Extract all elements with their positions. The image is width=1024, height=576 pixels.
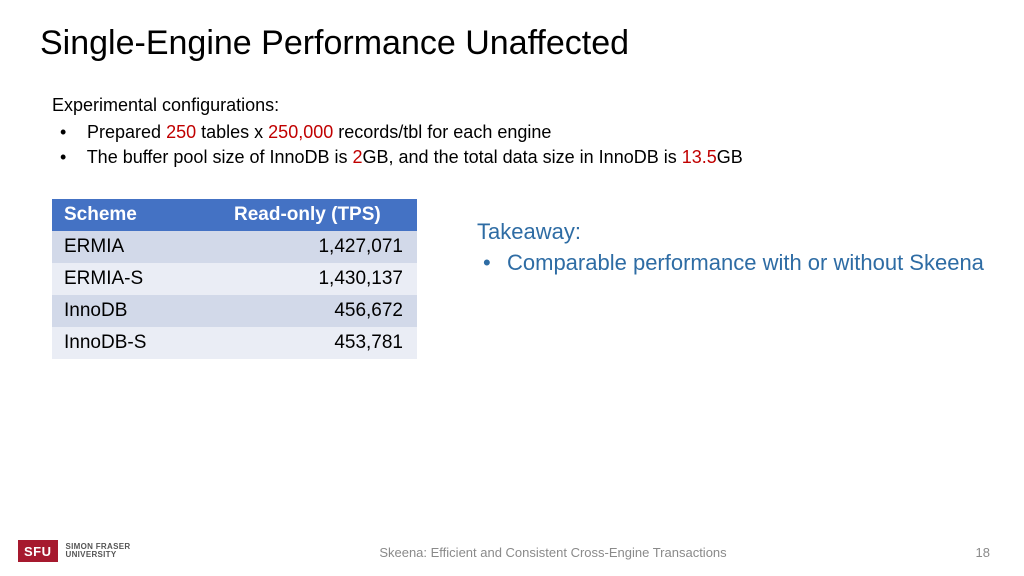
table-row: ERMIA 1,427,071 bbox=[52, 231, 417, 263]
highlight-value: 13.5 bbox=[682, 147, 717, 167]
table-row: InnoDB-S 453,781 bbox=[52, 327, 417, 359]
takeaway: Takeaway: Comparable performance with or… bbox=[477, 199, 984, 359]
slide-footer: SFU SIMON FRASER UNIVERSITY Skeena: Effi… bbox=[0, 530, 1024, 562]
cell-scheme: ERMIA bbox=[52, 231, 222, 263]
highlight-value: 2 bbox=[353, 147, 363, 167]
col-header-scheme: Scheme bbox=[52, 199, 222, 231]
takeaway-item: Comparable performance with or without S… bbox=[477, 248, 984, 278]
col-header-tps: Read-only (TPS) bbox=[222, 199, 417, 231]
cell-tps: 1,430,137 bbox=[222, 263, 417, 295]
config-list: Prepared 250 tables x 250,000 records/tb… bbox=[52, 120, 1024, 170]
config-item-2: The buffer pool size of InnoDB is 2GB, a… bbox=[56, 145, 1024, 170]
slide-title: Single-Engine Performance Unaffected bbox=[0, 0, 1024, 63]
sfu-logo-mark-icon: SFU bbox=[18, 540, 58, 562]
table-header-row: Scheme Read-only (TPS) bbox=[52, 199, 417, 231]
table-row: ERMIA-S 1,430,137 bbox=[52, 263, 417, 295]
cell-tps: 1,427,071 bbox=[222, 231, 417, 263]
cell-scheme: ERMIA-S bbox=[52, 263, 222, 295]
config-item-1: Prepared 250 tables x 250,000 records/tb… bbox=[56, 120, 1024, 145]
sfu-logo: SFU SIMON FRASER UNIVERSITY bbox=[18, 540, 130, 562]
config-heading: Experimental configurations: bbox=[52, 93, 1024, 118]
performance-table: Scheme Read-only (TPS) ERMIA 1,427,071 E… bbox=[52, 199, 417, 359]
page-number: 18 bbox=[976, 545, 1024, 562]
takeaway-heading: Takeaway: bbox=[477, 217, 984, 247]
highlight-value: 250 bbox=[166, 122, 196, 142]
cell-scheme: InnoDB bbox=[52, 295, 222, 327]
table-row: InnoDB 456,672 bbox=[52, 295, 417, 327]
sfu-logo-text: SIMON FRASER UNIVERSITY bbox=[66, 543, 131, 560]
cell-tps: 456,672 bbox=[222, 295, 417, 327]
experimental-config: Experimental configurations: Prepared 25… bbox=[0, 63, 1024, 171]
highlight-value: 250,000 bbox=[268, 122, 333, 142]
cell-tps: 453,781 bbox=[222, 327, 417, 359]
footer-caption: Skeena: Efficient and Consistent Cross-E… bbox=[130, 545, 975, 562]
cell-scheme: InnoDB-S bbox=[52, 327, 222, 359]
